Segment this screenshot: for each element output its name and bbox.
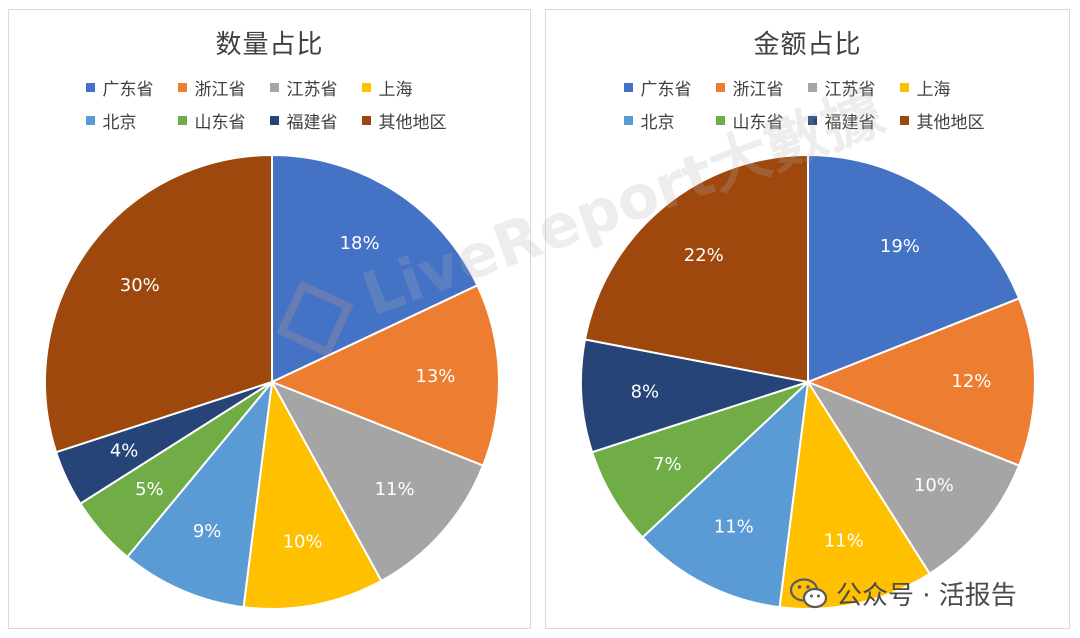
legend-item: 江苏省 — [269, 75, 362, 100]
legend-swatch — [361, 116, 371, 125]
legend-item: 其他地区 — [899, 108, 992, 133]
legend-swatch — [715, 116, 725, 125]
legend-label: 广东省 — [640, 80, 692, 100]
legend-label: 其他地区 — [916, 113, 985, 133]
legend-label: 福建省 — [286, 113, 338, 133]
pie-slice — [807, 153, 1021, 384]
data-label: 18% — [340, 233, 380, 254]
legend-item: 北京 — [85, 108, 178, 133]
legend-label: 江苏省 — [286, 80, 338, 100]
data-label: 30% — [120, 275, 160, 296]
legend-label: 山东省 — [732, 113, 784, 133]
data-label: 7% — [653, 454, 682, 475]
legend-item: 广东省 — [623, 75, 716, 100]
legend-swatch — [623, 83, 633, 92]
legend-label: 北京 — [102, 113, 137, 133]
legend-label: 山东省 — [194, 113, 246, 133]
data-label: 13% — [415, 366, 455, 387]
legend-item: 福建省 — [269, 108, 362, 133]
legend-item: 广东省 — [85, 75, 178, 100]
legend-label: 浙江省 — [732, 80, 784, 100]
legend-label: 浙江省 — [194, 80, 246, 100]
wechat-icon — [790, 577, 828, 608]
chart-panel-amount: 金额占比 广东省 浙江省 江苏省 上海北京 山东省 福建省 其他地区 19% 12% 10% 11… — [545, 9, 1070, 629]
pie-slice — [271, 153, 479, 384]
legend-label: 福建省 — [824, 113, 876, 133]
legend-item: 山东省 — [715, 108, 808, 133]
legend-swatch — [623, 116, 633, 125]
chart-title: 数量占比 — [215, 30, 324, 60]
pie-slice — [580, 338, 809, 454]
legend-item: 北京 — [623, 108, 716, 133]
data-label: 4% — [110, 441, 139, 462]
data-label: 5% — [135, 479, 164, 500]
legend-label: 其他地区 — [378, 113, 447, 133]
pie-slice — [125, 378, 274, 609]
data-label: 8% — [631, 381, 660, 402]
legend-label: 江苏省 — [824, 80, 876, 100]
legend-item: 浙江省 — [715, 75, 808, 100]
legend-swatch — [269, 83, 279, 92]
legend-label: 上海 — [378, 80, 413, 100]
legend-swatch — [715, 83, 725, 92]
footer-brand: 公众号 · 活报告 — [790, 575, 1017, 612]
data-label: 11% — [714, 517, 754, 538]
chart-legend: 广东省 浙江省 江苏省 上海北京 山东省 福建省 其他地区 — [9, 75, 530, 133]
data-label: 10% — [283, 532, 323, 553]
legend-swatch — [899, 83, 909, 92]
pie-slice — [44, 153, 273, 454]
legend-item: 江苏省 — [807, 75, 900, 100]
data-label: 9% — [193, 521, 222, 542]
data-label: 22% — [684, 245, 724, 266]
legend-swatch — [85, 83, 95, 92]
data-label: 11% — [375, 479, 415, 500]
data-label: 11% — [824, 531, 864, 552]
legend-label: 北京 — [640, 113, 675, 133]
legend-swatch — [361, 83, 371, 92]
legend-swatch — [177, 83, 187, 92]
pie-slice — [641, 379, 810, 609]
data-label: 19% — [880, 236, 920, 257]
pie-slice — [269, 380, 485, 583]
pie-chart-quantity: 18% 13% 11% 10% 9% 5% 4% 30% — [44, 153, 500, 610]
legend-item: 其他地区 — [361, 108, 454, 133]
legend-label: 广东省 — [102, 80, 154, 100]
data-label: 12% — [951, 371, 991, 392]
legend-item: 福建省 — [807, 108, 900, 133]
legend-swatch — [807, 83, 817, 92]
data-label: 10% — [914, 475, 954, 496]
legend-item: 上海 — [899, 75, 992, 100]
legend-swatch — [807, 116, 817, 125]
legend-label: 上海 — [916, 80, 951, 100]
legend-item: 浙江省 — [177, 75, 270, 100]
chart-legend: 广东省 浙江省 江苏省 上海北京 山东省 福建省 其他地区 — [546, 75, 1069, 133]
legend-item: 上海 — [361, 75, 454, 100]
pie-slice — [583, 153, 809, 384]
footer-text: 公众号 · 活报告 — [836, 581, 1017, 611]
pie-slice — [778, 379, 932, 610]
legend-swatch — [269, 116, 279, 125]
chart-title: 金额占比 — [753, 30, 862, 60]
legend-item: 山东省 — [177, 108, 270, 133]
pie-slice — [269, 284, 500, 467]
pie-slice — [805, 379, 1021, 576]
pie-slice — [242, 378, 383, 610]
chart-panel-quantity: 数量占比 广东省 浙江省 江苏省 上海北京 山东省 福建省 其他地区 18% 13% 11% 10… — [8, 9, 531, 629]
pie-chart-amount: 19% 12% 10% 11% 11% 7% 8% 22% — [580, 153, 1036, 610]
pie-slice — [805, 297, 1036, 467]
legend-swatch — [899, 116, 909, 125]
legend-swatch — [177, 116, 187, 125]
legend-swatch — [85, 116, 95, 125]
